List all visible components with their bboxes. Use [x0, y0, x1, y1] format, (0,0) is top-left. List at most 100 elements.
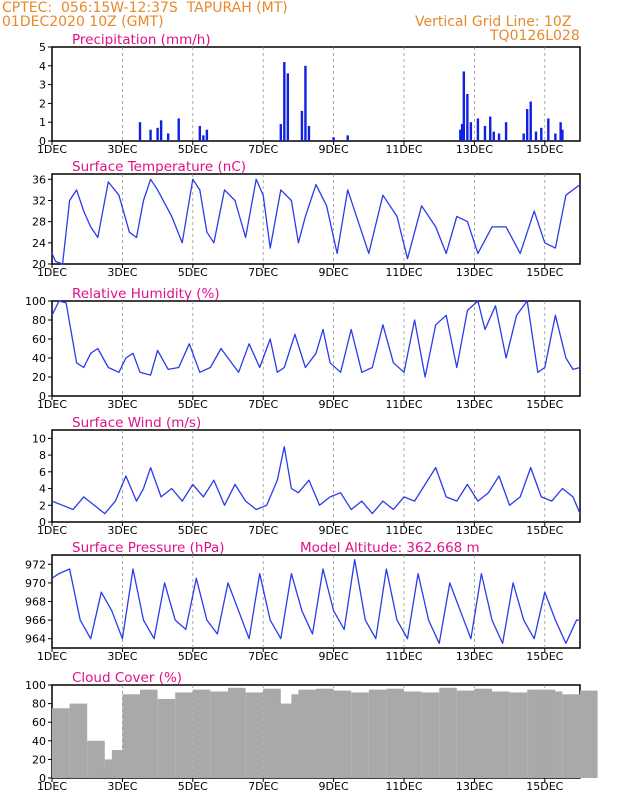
series-line-4: [51, 558, 580, 645]
series-line-2: [51, 300, 581, 378]
x-tick-label: 5DEC: [178, 143, 208, 156]
x-tick-label: 1DEC: [37, 266, 67, 279]
precip-bar: [540, 127, 543, 141]
panel-frame-4: [51, 554, 581, 649]
x-tick-label: 5DEC: [178, 650, 208, 663]
panel-title: Surface Temperature (nC): [72, 159, 246, 175]
precip-bar: [300, 110, 304, 141]
x-tick-label: 3DEC: [107, 143, 137, 156]
y-tick-label: 4: [39, 483, 46, 496]
precip-bar: [483, 125, 487, 141]
x-tick-label: 3DEC: [107, 398, 137, 411]
cloud-bar: [421, 692, 440, 778]
x-tick-label: 9DEC: [319, 266, 349, 279]
x-tick-label: 13DEC: [456, 780, 493, 793]
cloud-bar: [52, 708, 70, 778]
x-tick-label: 7DEC: [248, 143, 278, 156]
cloud-bar: [368, 689, 387, 778]
precip-bar: [177, 118, 180, 141]
cloud-bar: [228, 687, 246, 778]
precip-bar: [559, 122, 562, 141]
precip-bar: [554, 133, 557, 141]
y-tick-label: 0: [39, 516, 46, 529]
x-tick-label: 13DEC: [456, 650, 493, 663]
y-tick-label: 20: [32, 258, 46, 271]
x-tick-label: 7DEC: [248, 266, 278, 279]
x-tick-label: 3DEC: [107, 266, 137, 279]
precip-bar: [286, 73, 290, 141]
x-tick-label: 1DEC: [37, 780, 67, 793]
precip-bar: [522, 133, 525, 141]
cloud-bar: [69, 703, 88, 778]
y-tick-label: 60: [32, 333, 46, 346]
y-tick-label: 2: [39, 97, 46, 110]
precip-bar: [166, 133, 170, 141]
x-tick-label: 11DEC: [385, 398, 422, 411]
panel-title: Surface Pressure (hPa): [72, 540, 225, 556]
y-tick-label: 40: [32, 735, 46, 748]
header-run-id: TQ0126L028: [490, 28, 580, 44]
x-tick-label: 3DEC: [107, 650, 137, 663]
x-tick-label: 9DEC: [319, 398, 349, 411]
panel-title: Relative Humidity (%): [72, 286, 220, 302]
x-tick-label: 15DEC: [526, 143, 563, 156]
precip-bar: [459, 129, 462, 141]
y-tick-label: 2: [39, 499, 46, 512]
panel-frame-0: [51, 46, 581, 142]
x-tick-label: 11DEC: [385, 143, 422, 156]
y-tick-label: 8: [39, 449, 46, 462]
x-tick-label: 11DEC: [385, 266, 422, 279]
cloud-bar: [351, 692, 369, 778]
x-tick-label: 1DEC: [37, 143, 67, 156]
cloud-bar: [492, 691, 510, 778]
precip-bar: [346, 135, 349, 141]
cloud-bar: [277, 703, 295, 778]
y-tick-label: 36: [32, 173, 46, 186]
precip-bar: [149, 129, 152, 141]
header-grid-note: Vertical Grid Line: 10Z: [415, 14, 572, 30]
cloud-bar: [263, 688, 281, 778]
cloud-bar: [122, 694, 140, 778]
cloud-bar: [509, 692, 528, 778]
precip-bar: [307, 125, 311, 141]
precip-bar: [460, 124, 464, 141]
precip-bar: [547, 118, 550, 141]
cloud-bar: [316, 688, 334, 778]
cloud-bar: [157, 698, 176, 778]
y-tick-label: 966: [25, 614, 46, 627]
y-tick-label: 100: [25, 679, 46, 692]
x-tick-label: 3DEC: [107, 524, 137, 537]
y-tick-label: 970: [25, 577, 46, 590]
series-line-3: [51, 446, 581, 515]
precip-bar: [489, 116, 492, 141]
precip-bar: [476, 118, 480, 141]
y-tick-label: 20: [32, 371, 46, 384]
x-tick-label: 11DEC: [385, 780, 422, 793]
cloud-bar: [439, 687, 457, 778]
y-tick-label: 80: [32, 314, 46, 327]
x-tick-label: 9DEC: [319, 524, 349, 537]
y-tick-label: 5: [39, 41, 46, 54]
cloud-bar: [456, 690, 475, 778]
precip-bar: [492, 131, 495, 141]
x-tick-label: 7DEC: [248, 780, 278, 793]
y-tick-label: 20: [32, 753, 46, 766]
x-tick-label: 15DEC: [526, 524, 563, 537]
precip-bar: [466, 94, 469, 141]
panel-frame-1: [51, 173, 581, 265]
precip-bar: [283, 62, 286, 141]
header-date: 01DEC2020 10Z (GMT): [2, 14, 164, 30]
x-tick-label: 5DEC: [178, 398, 208, 411]
model-altitude-annotation: Model Altitude: 362.668 m: [300, 540, 480, 556]
cloud-bar: [245, 692, 264, 778]
cloud-bar: [140, 689, 158, 778]
panel-title: Precipitation (mm/h): [72, 32, 211, 48]
precip-bar: [202, 135, 205, 141]
cloud-bar: [404, 691, 422, 778]
x-tick-label: 15DEC: [526, 398, 563, 411]
y-tick-label: 972: [25, 558, 46, 571]
cloud-bar: [175, 692, 193, 778]
y-tick-label: 0: [39, 135, 46, 148]
cloud-bar: [192, 689, 211, 778]
precip-bar: [497, 133, 501, 141]
